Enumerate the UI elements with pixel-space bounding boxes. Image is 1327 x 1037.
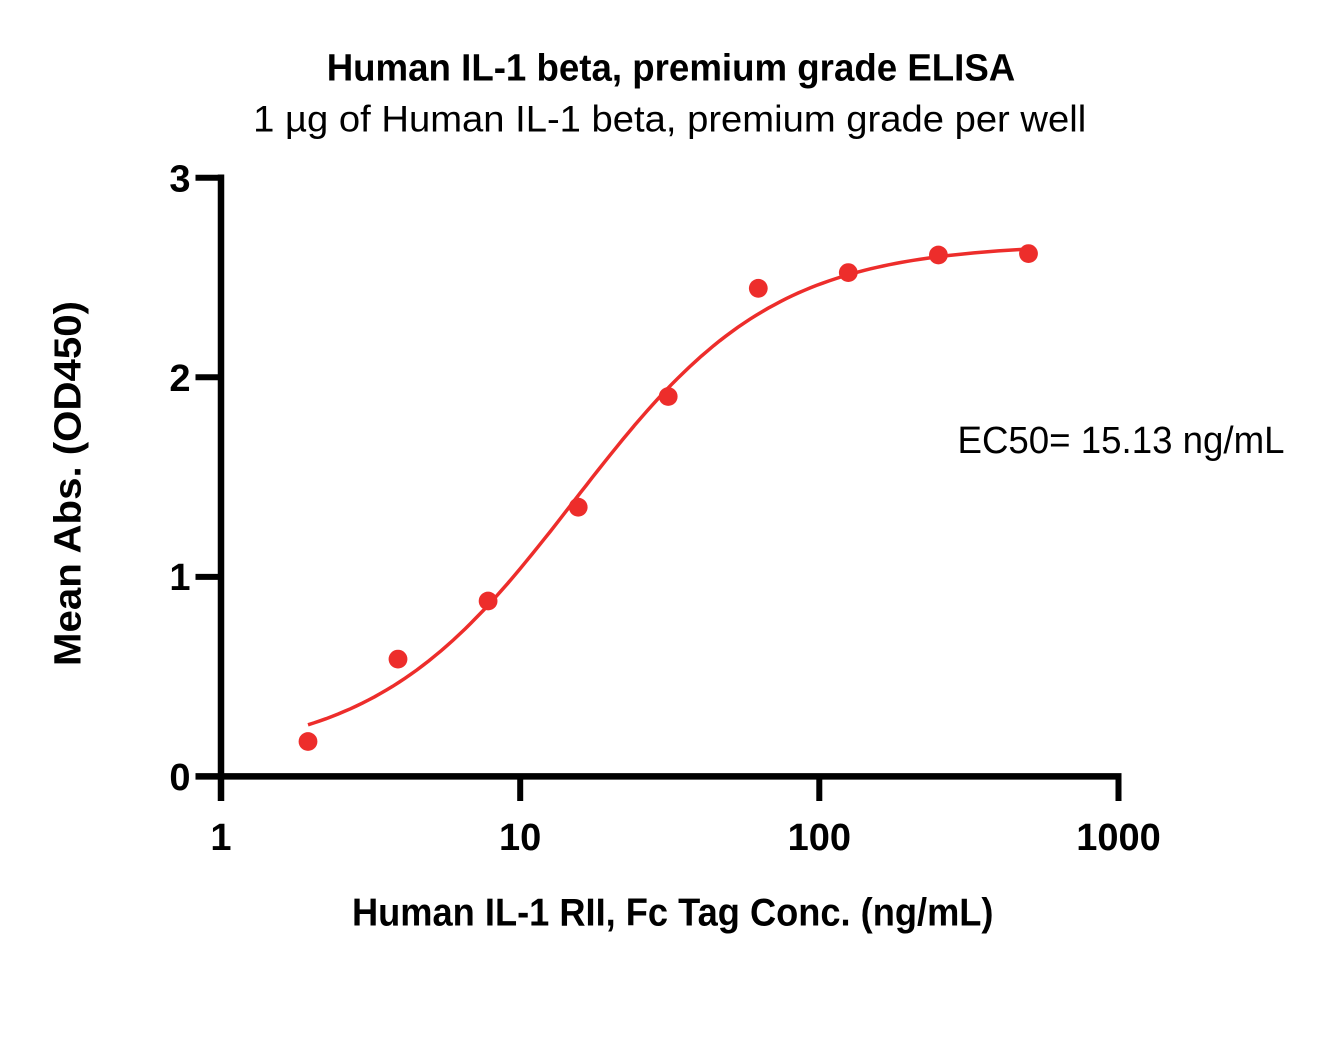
- svg-text:10: 10: [499, 817, 541, 859]
- svg-text:1000: 1000: [1076, 817, 1161, 859]
- svg-text:1: 1: [169, 557, 190, 599]
- svg-text:Mean Abs. (OD450): Mean Abs. (OD450): [48, 301, 90, 666]
- svg-text:EC50= 15.13 ng/mL: EC50= 15.13 ng/mL: [958, 419, 1285, 462]
- svg-text:1: 1: [210, 817, 231, 859]
- svg-text:Human IL-1 RII, Fc Tag Conc. (: Human IL-1 RII, Fc Tag Conc. (ng/mL): [352, 892, 994, 935]
- svg-text:Human IL-1 beta, premium grade: Human IL-1 beta, premium grade ELISA: [327, 48, 1016, 90]
- svg-text:2: 2: [169, 358, 190, 400]
- svg-text:0: 0: [169, 757, 190, 799]
- svg-text:3: 3: [169, 159, 190, 201]
- svg-text:100: 100: [788, 817, 851, 859]
- svg-text:1 µg of Human IL-1 beta, premi: 1 µg of Human IL-1 beta, premium grade p…: [253, 98, 1086, 139]
